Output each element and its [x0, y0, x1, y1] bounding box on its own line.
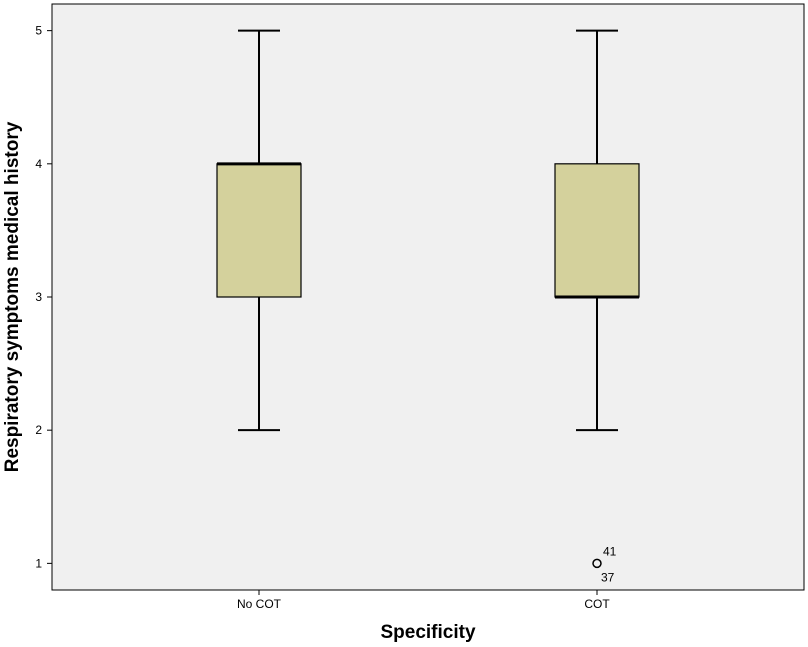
y-tick-label: 3: [35, 290, 42, 304]
y-axis-label: Respiratory symptoms medical history: [2, 121, 23, 472]
box-group: [216, 29, 302, 432]
outlier-point: [592, 558, 602, 569]
x-tick-label: No COT: [237, 597, 282, 611]
iqr-box: [554, 163, 640, 298]
outlier-label: 37: [601, 570, 615, 584]
y-tick-label: 1: [35, 556, 42, 570]
y-tick-label: 4: [35, 157, 42, 171]
iqr-box: [216, 163, 302, 298]
x-axis: No COT COT: [237, 590, 610, 611]
x-tick-label: COT: [584, 597, 610, 611]
outlier-label: 41: [603, 544, 617, 558]
y-tick-label: 2: [35, 423, 42, 437]
box-group: 41 37: [554, 29, 640, 584]
x-axis-label: Specificity: [380, 622, 475, 643]
y-tick-label: 5: [35, 24, 42, 38]
plot-area: [51, 3, 805, 591]
boxes: 41 37: [216, 29, 640, 584]
y-axis: 1 2 3 4 5: [35, 24, 52, 570]
